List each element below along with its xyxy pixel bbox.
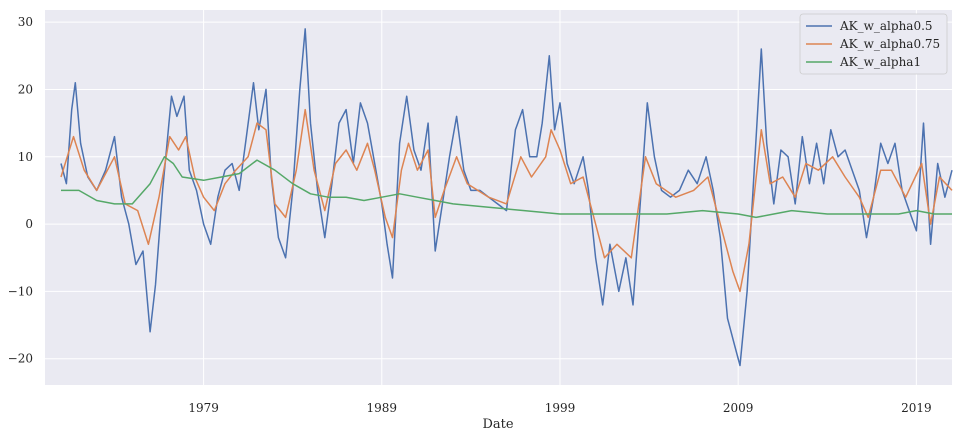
- legend-box: [799, 13, 948, 75]
- y-tick-label: 10: [18, 150, 33, 164]
- legend-label: AK_w_alpha0.5: [839, 19, 933, 33]
- series-line-ak-w-alpha1: [61, 156, 952, 219]
- y-tick-label: −20: [8, 352, 33, 366]
- y-tick-label: −10: [8, 284, 33, 298]
- x-tick-label: 1999: [545, 401, 576, 415]
- y-tick-label: 20: [18, 82, 33, 96]
- x-tick-labels: 1979 1989 1999 2009 2019: [188, 401, 931, 415]
- legend-label: AK_w_alpha0.75: [839, 37, 940, 51]
- y-tick-label: 30: [18, 15, 33, 29]
- series-lines: [60, 28, 953, 367]
- y-tick-labels: −20 −10 0 10 20 30: [8, 15, 33, 366]
- y-tick-label: 0: [25, 217, 33, 231]
- series-line-ak-w-alpha0-75: [60, 108, 953, 293]
- series-line-ak-w-alpha0-5: [60, 28, 953, 367]
- legend: AK_w_alpha0.5 AK_w_alpha0.75 AK_w_alpha1: [799, 13, 948, 75]
- x-tick-label: 1989: [367, 401, 398, 415]
- x-axis-label: Date: [482, 417, 513, 432]
- legend-label: AK_w_alpha1: [839, 55, 921, 69]
- x-tick-label: 2019: [901, 401, 932, 415]
- x-tick-label: 1979: [188, 401, 219, 415]
- x-tick-label: 2009: [723, 401, 754, 415]
